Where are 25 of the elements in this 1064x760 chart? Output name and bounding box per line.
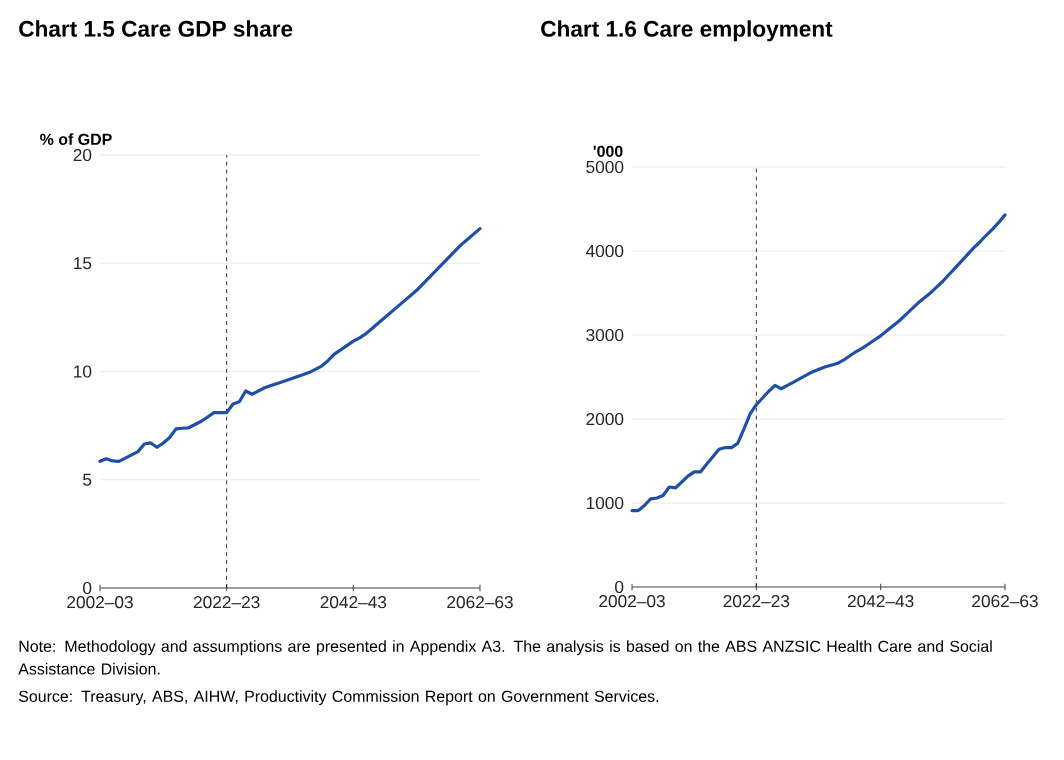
x-tick-label: 2042–43 bbox=[320, 596, 387, 609]
x-tick-label: 2062–63 bbox=[972, 595, 1038, 608]
x-tick-label: 2022–23 bbox=[723, 595, 790, 608]
y-axis-title: '000 bbox=[593, 145, 623, 157]
x-tick-label: 2022–23 bbox=[193, 596, 260, 609]
y-tick-label: 4000 bbox=[585, 244, 624, 258]
x-tick-label: 2062–63 bbox=[447, 596, 513, 609]
y-axis-title: % of GDP bbox=[40, 133, 112, 145]
y-tick-label: 3000 bbox=[586, 328, 624, 342]
y-tick-label: 0 bbox=[615, 580, 624, 594]
y-tick-label: 2000 bbox=[586, 412, 624, 426]
text: Note: Methodology and assumptions are presented in Appendix A3. The analysis is based on the ABS ANZSIC Health Care and Social Assistance Division. bbox=[18, 640, 992, 675]
y-tick-label: 20 bbox=[73, 148, 92, 162]
y-tick-label: 5 bbox=[83, 473, 92, 486]
x-tick-label: 2002–03 bbox=[67, 596, 133, 609]
y-tick-label: 10 bbox=[74, 365, 92, 378]
x-tick-label: 2042–43 bbox=[847, 595, 914, 608]
y-tick-label: 0 bbox=[83, 581, 92, 595]
y-tick-label: 5000 bbox=[586, 160, 624, 174]
source-note: Source: Treasury, ABS, AIHW, Productivity Commission Report on Government Services. bbox=[18, 690, 659, 706]
x-tick-label: 2002–03 bbox=[599, 595, 665, 608]
chart-title: Chart 1.6 Care employment bbox=[541, 20, 833, 42]
y-tick-label: 15 bbox=[74, 257, 92, 270]
chart-title: Chart 1.5 Care GDP share bbox=[19, 20, 293, 37]
y-tick-label: 1000 bbox=[586, 496, 624, 510]
